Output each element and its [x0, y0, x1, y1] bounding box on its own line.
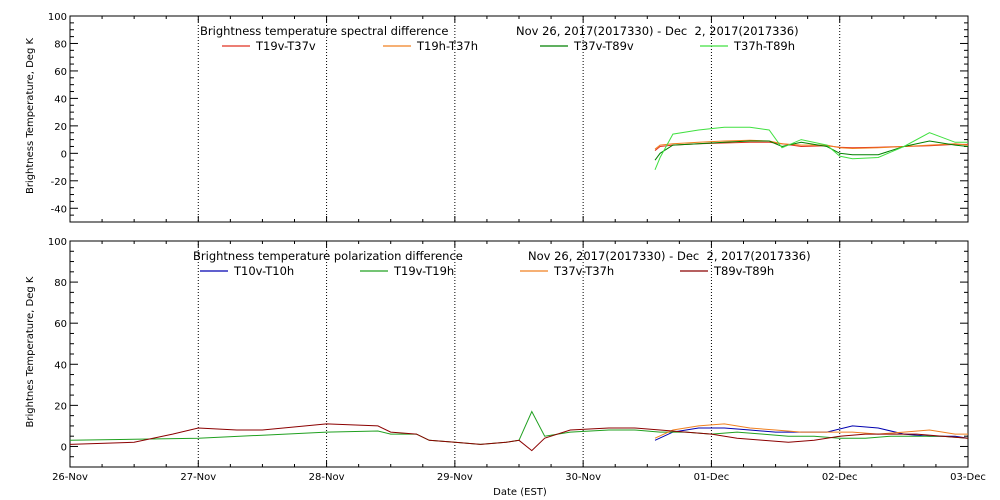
bottom-series-t89v-t89h: [69, 423, 969, 452]
bottom-panel-title: Brightness temperature polarization diff…: [193, 249, 463, 263]
bottom-plot-frame: [69, 240, 969, 468]
bottom-x-ticks: 26-Nov 27-Nov 28-Nov 29-Nov 30-Nov 01-Dec 02-D…: [52, 472, 986, 483]
x-tick-label: 27-Nov: [180, 472, 216, 483]
top-y-tick-label: 0: [61, 149, 67, 160]
top-series-lines: [654, 126, 969, 170]
top-legend-label: T19h-T37h: [416, 39, 478, 53]
bottom-panel: 0 20 40 60 80 100 26-Nov 27-Nov 28-Nov 29-Nov 30-…: [25, 237, 986, 498]
top-legend-label: T19v-T37v: [255, 39, 316, 53]
x-tick-label: 28-Nov: [309, 472, 345, 483]
bottom-y-tick-label: 20: [54, 401, 67, 412]
bottom-series-t19v-t19h: [69, 410, 969, 445]
top-series-t37h-t89h: [654, 126, 968, 170]
top-panel-date-range: Nov 26, 2017(2017330) - Dec 2, 2017(2017…: [516, 24, 799, 38]
bottom-series-t37v-t37h: [654, 423, 968, 439]
x-axis-label: Date (EST): [493, 487, 547, 498]
top-y-tick-label: 40: [54, 94, 67, 105]
top-panel-title: Brightness temperature spectral differen…: [200, 24, 448, 38]
x-tick-label: 03-Dec: [950, 472, 986, 483]
x-tick-label: 02-Dec: [822, 472, 858, 483]
bottom-legend-label: T89v-T89h: [713, 264, 774, 278]
bottom-series-lines: [69, 410, 969, 452]
top-plot-frame: [69, 15, 969, 223]
x-tick-label: 29-Nov: [437, 472, 473, 483]
top-series-t37v-t89v: [654, 140, 969, 161]
top-y-tick-label: -20: [51, 177, 67, 188]
bottom-y-tick-label: 80: [54, 278, 67, 289]
bottom-y-tick-label: 60: [54, 319, 67, 330]
bottom-y-tick-label: 0: [61, 442, 67, 453]
top-y-tick-label: -40: [51, 204, 67, 215]
top-y-tick-label: 80: [54, 39, 67, 50]
x-tick-label: 26-Nov: [52, 472, 88, 483]
top-y-tick-label: 60: [54, 67, 67, 78]
bottom-y-axis-label: Brightnes Temperature, Deg K: [25, 276, 36, 427]
bottom-y-ticks: 0 20 40 60 80 100: [48, 237, 968, 468]
top-panel: -40 -20 0 20 40 60 80 100 Brightness temperatur…: [25, 12, 969, 223]
bottom-y-tick-label: 40: [54, 360, 67, 371]
top-legend-label: T37h-T89h: [733, 39, 795, 53]
bottom-legend: T10v-T10h T19v-T19h T37v-T37h T89v-T89h: [200, 264, 774, 278]
top-series-t19h-t37h: [654, 139, 969, 150]
top-gridlines: [69, 16, 969, 222]
top-y-ticks: -40 -20 0 20 40 60 80 100: [48, 12, 968, 223]
top-legend: T19v-T37v T19h-T37h T37v-T89v T37h-T89h: [222, 39, 795, 53]
bottom-gridlines: [69, 241, 969, 467]
bottom-y-tick-label: 100: [48, 237, 67, 248]
top-y-axis-label: Brightness Temperature, Deg K: [25, 38, 36, 195]
bottom-legend-label: T10v-T10h: [233, 264, 294, 278]
bottom-panel-date-range: Nov 26, 2017(2017330) - Dec 2, 2017(2017…: [528, 249, 811, 263]
top-legend-label: T37v-T89v: [573, 39, 634, 53]
top-y-tick-label: 20: [54, 122, 67, 133]
x-tick-label: 30-Nov: [565, 472, 601, 483]
bottom-legend-label: T37v-T37h: [553, 264, 614, 278]
bottom-legend-label: T19v-T19h: [393, 264, 454, 278]
x-tick-label: 01-Dec: [694, 472, 730, 483]
top-y-tick-label: 100: [48, 12, 67, 23]
